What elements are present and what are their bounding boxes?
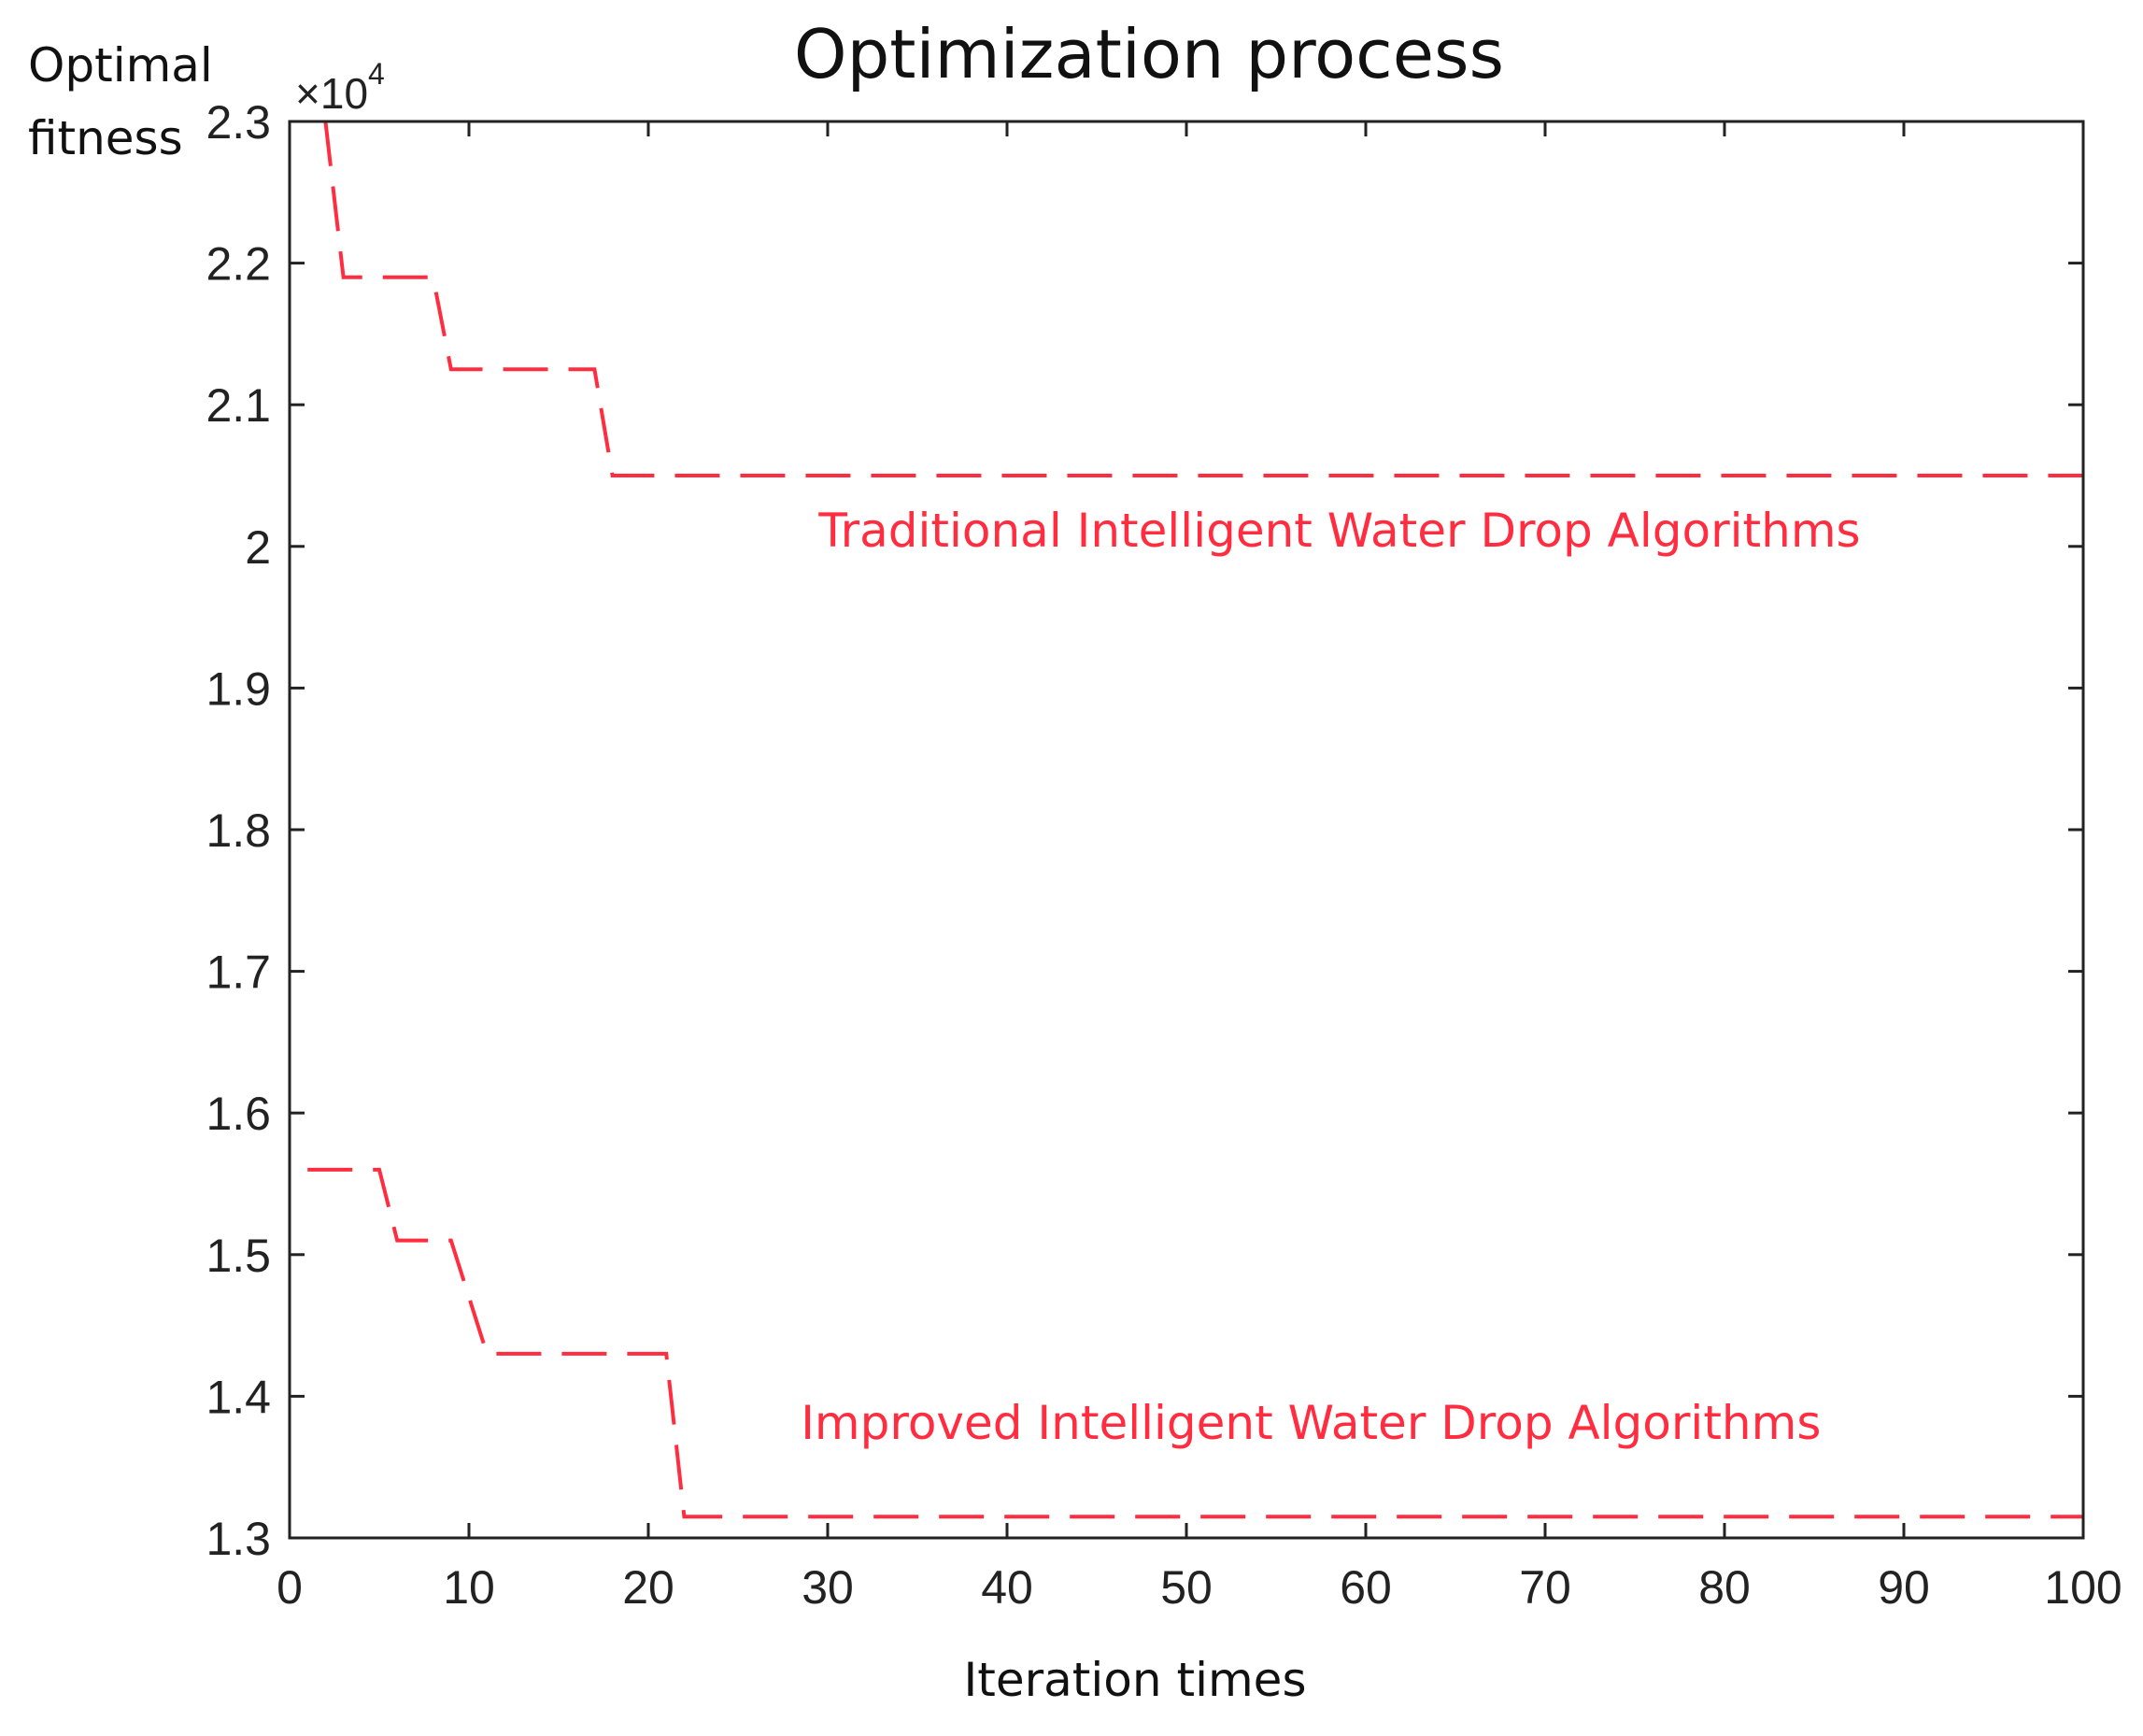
x-tick-label: 40 — [981, 1561, 1033, 1614]
y-tick-label: 1.3 — [206, 1513, 271, 1565]
y-tick-label: 2 — [245, 521, 271, 574]
x-tick-label: 90 — [1878, 1561, 1930, 1614]
chart-title: Optimization process — [794, 15, 1504, 93]
y-tick-label: 2.2 — [206, 238, 271, 291]
series-annotation-1: Improved Intelligent Water Drop Algorith… — [801, 1396, 1821, 1450]
y-axis-multiplier: ×104 — [295, 57, 385, 118]
x-axis-label: Iteration times — [964, 1653, 1307, 1707]
x-tick-label: 30 — [802, 1561, 854, 1614]
x-tick-label: 20 — [622, 1561, 674, 1614]
series-layer — [307, 121, 2083, 1519]
x-tick-label: 50 — [1160, 1561, 1213, 1614]
x-tick-label: 0 — [277, 1561, 303, 1614]
y-axis-label-line1: Optimal — [28, 38, 213, 92]
x-tick-label: 10 — [443, 1561, 495, 1614]
y-tick-label: 2.3 — [206, 96, 271, 149]
y-axis-multiplier-exponent: 4 — [368, 57, 385, 91]
y-tick-label: 1.5 — [206, 1230, 271, 1282]
annotations: Traditional Intelligent Water Drop Algor… — [801, 504, 1860, 1450]
y-tick-label: 1.4 — [206, 1371, 271, 1423]
x-tick-label: 100 — [2044, 1561, 2122, 1614]
axis-ticks: 0 10 20 30 40 50 60 70 80 90 100 1.3 1.4 1.5 1.6 1.7 1.8… — [206, 96, 2122, 1614]
x-tick-label: 70 — [1519, 1561, 1571, 1614]
y-tick-label: 1.6 — [206, 1088, 271, 1140]
y-tick-label: 1.7 — [206, 946, 271, 999]
y-tick-label: 1.9 — [206, 662, 271, 715]
y-tick-label: 2.1 — [206, 379, 271, 432]
series-line-0 — [323, 121, 2083, 477]
plot-area-frame — [288, 120, 2085, 1540]
y-tick-label: 1.8 — [206, 804, 271, 857]
series-line-1 — [307, 1167, 2083, 1519]
x-tick-label: 80 — [1698, 1561, 1751, 1614]
x-tick-label: 60 — [1340, 1561, 1392, 1614]
y-axis-label-line2: fitness — [28, 111, 183, 165]
y-axis-multiplier-base: ×10 — [295, 69, 368, 118]
series-annotation-0: Traditional Intelligent Water Drop Algor… — [817, 504, 1860, 558]
